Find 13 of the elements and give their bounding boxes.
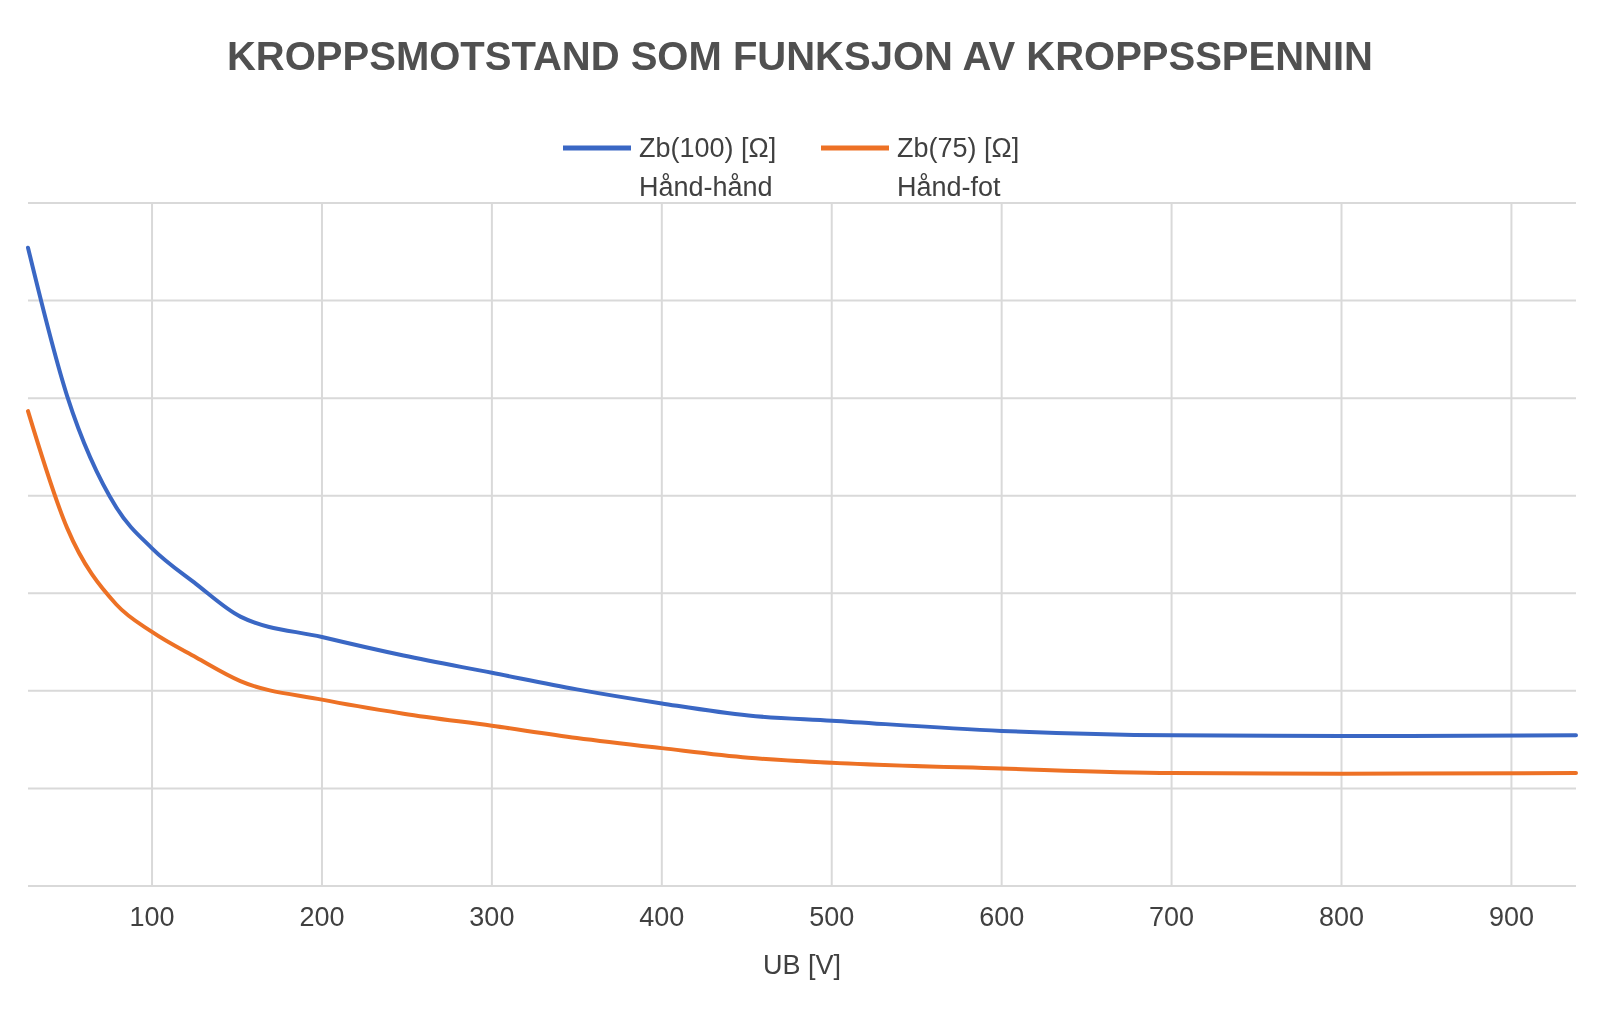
legend-label: Zb(75) [Ω] Hånd-fot	[897, 133, 1020, 202]
x-tick-label: 200	[299, 902, 345, 932]
x-axis-title: UB [V]	[762, 950, 842, 980]
x-tick-label: 500	[809, 902, 855, 932]
x-tick-label: 400	[639, 902, 685, 932]
x-tick-label: 600	[979, 902, 1025, 932]
legend-label: Zb(100) [Ω] Hånd-hånd	[639, 133, 777, 202]
x-tick-label: 900	[1488, 902, 1534, 932]
x-tick-label: 100	[129, 902, 175, 932]
x-tick-label: 300	[469, 902, 515, 932]
chart-title: KROPPSMOTSTAND SOM FUNKSJON AV KROPPSSPENNIN	[226, 34, 1374, 78]
x-tick-label: 800	[1318, 902, 1365, 932]
x-tick-label: 700	[1149, 902, 1195, 932]
